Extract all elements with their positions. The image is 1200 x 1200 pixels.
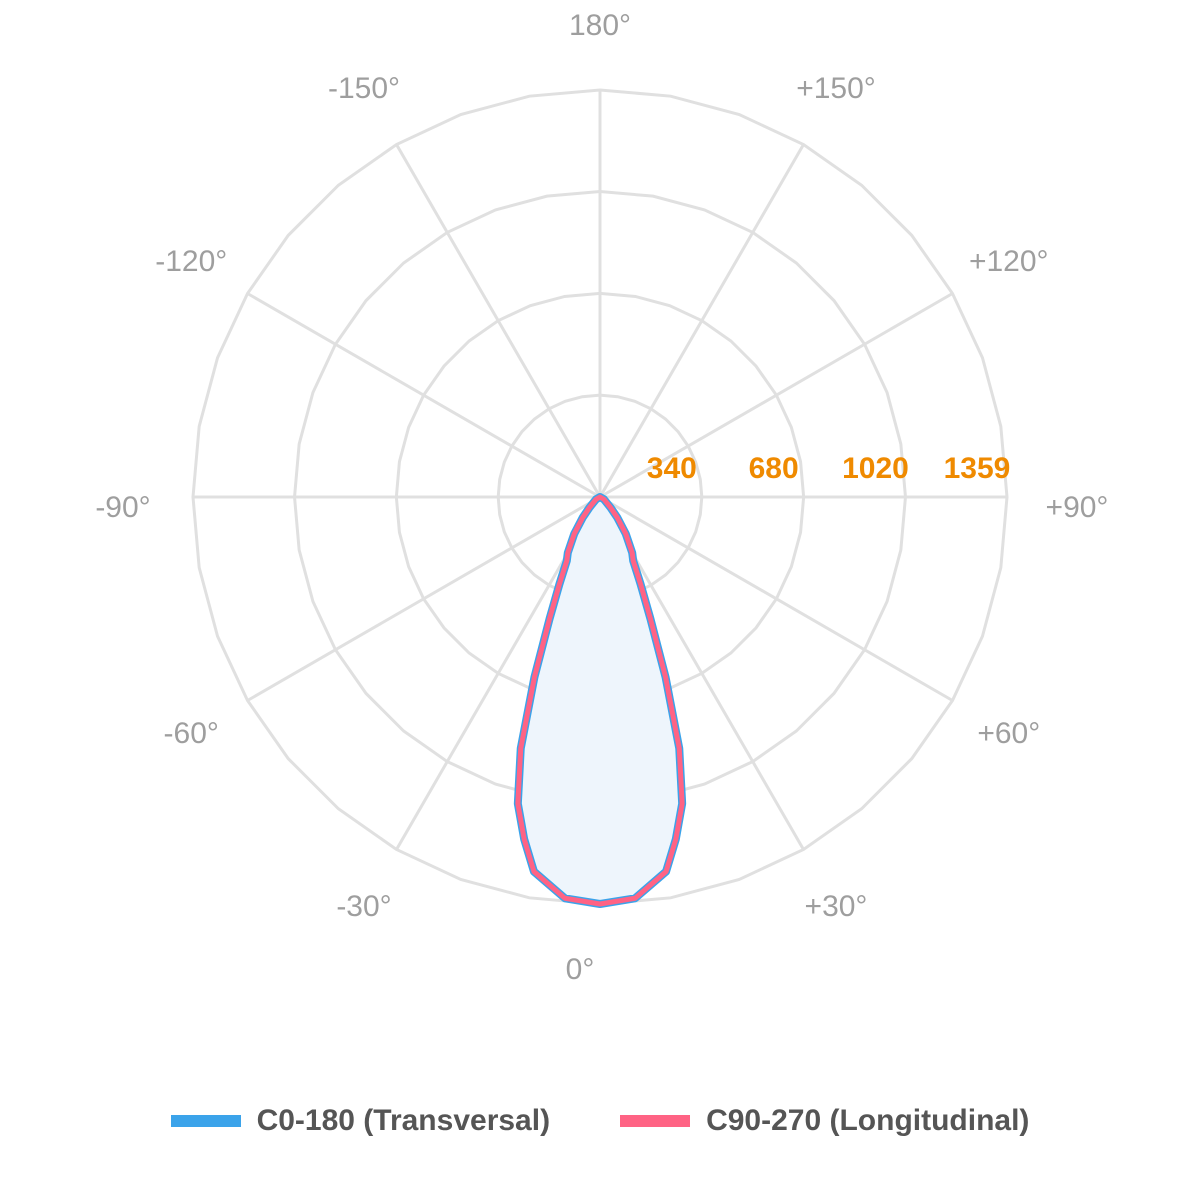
series-line-longitudinal xyxy=(515,494,685,907)
legend-label: C90-270 (Longitudinal) xyxy=(706,1104,1030,1137)
angle-label: -30° xyxy=(336,890,391,923)
angle-label: +60° xyxy=(977,717,1040,750)
angle-label: -150° xyxy=(328,72,400,105)
series-fill xyxy=(517,497,683,904)
radial-tick-label: 340 xyxy=(647,452,697,485)
angle-label: +30° xyxy=(805,890,868,923)
angle-label: -60° xyxy=(164,717,219,750)
angle-label: +150° xyxy=(796,72,876,105)
radial-tick-label: 1359 xyxy=(944,452,1011,485)
angle-label: +120° xyxy=(969,245,1049,278)
angle-label: 0° xyxy=(566,953,595,986)
angle-label: -120° xyxy=(155,245,227,278)
angle-label: 180° xyxy=(569,9,631,42)
legend: C0-180 (Transversal) C90-270 (Longitudin… xyxy=(0,1104,1200,1138)
grid-spoke xyxy=(246,292,601,499)
radial-tick-label: 680 xyxy=(749,452,799,485)
angle-label: -90° xyxy=(95,491,150,524)
radial-tick-label: 1020 xyxy=(842,452,909,485)
grid-spoke xyxy=(598,143,805,498)
grid-spoke xyxy=(599,495,954,702)
grid-spoke xyxy=(395,143,602,498)
legend-label: C0-180 (Transversal) xyxy=(256,1104,551,1137)
legend-swatch-transversal xyxy=(170,1115,241,1127)
legend-item-longitudinal[interactable]: C90-270 (Longitudinal) xyxy=(620,1104,1029,1138)
grid-spoke xyxy=(599,292,954,499)
angle-label: +90° xyxy=(1046,491,1109,524)
grid-spoke xyxy=(246,495,601,702)
legend-swatch-longitudinal xyxy=(620,1115,691,1127)
legend-item-transversal[interactable]: C0-180 (Transversal) xyxy=(170,1104,551,1138)
